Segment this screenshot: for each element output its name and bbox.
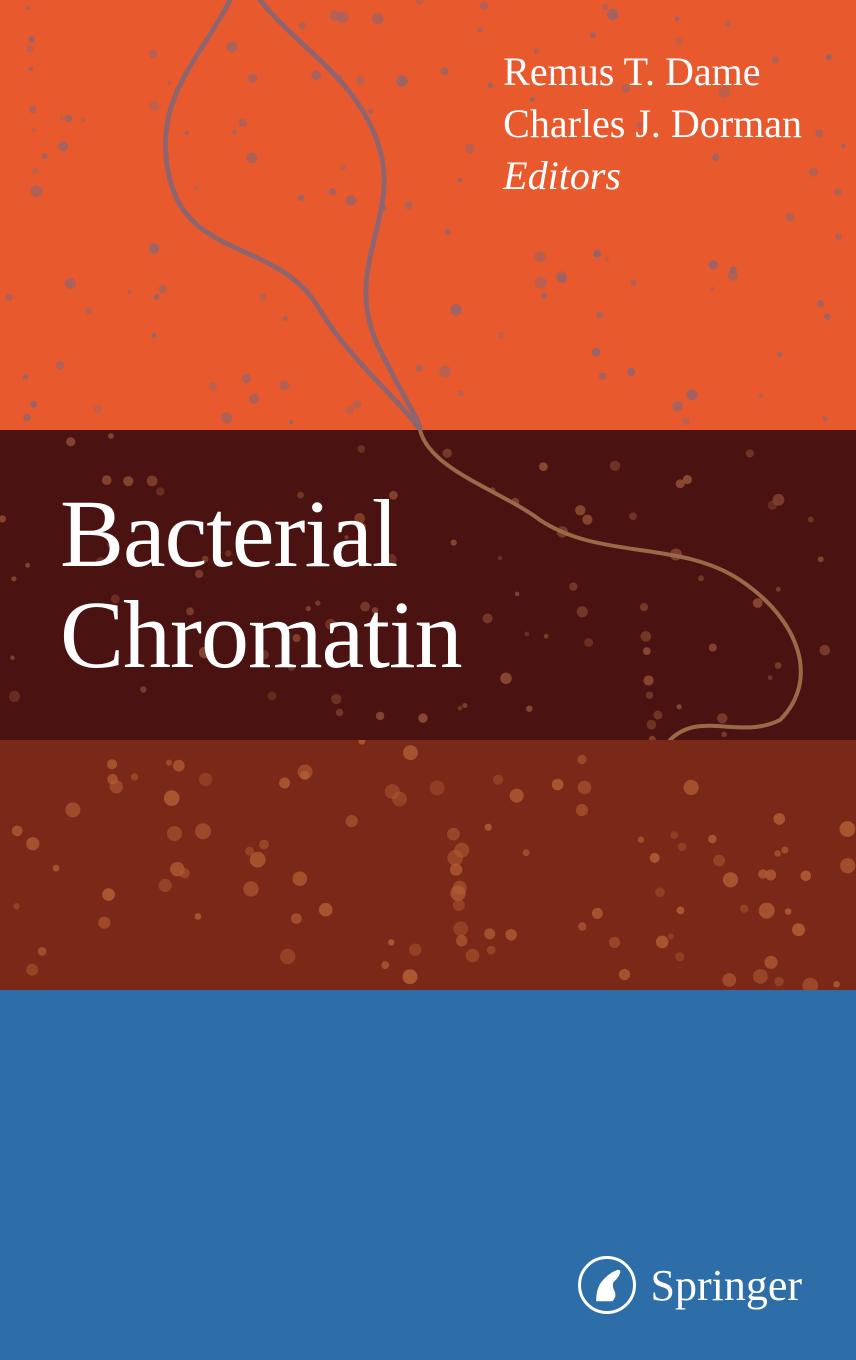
title-line-2: Chromatin [60, 585, 462, 686]
horse-head-icon [578, 1256, 636, 1314]
editors-block: Remus T. Dame Charles J. Dorman Editors [503, 46, 802, 202]
book-cover: Remus T. Dame Charles J. Dorman Editors … [0, 0, 856, 1360]
publisher-block: Springer [578, 1256, 802, 1314]
band-top: Remus T. Dame Charles J. Dorman Editors [0, 0, 856, 430]
editor-2: Charles J. Dorman [503, 98, 802, 150]
band-lower [0, 740, 856, 990]
editor-1: Remus T. Dame [503, 46, 802, 98]
editors-label: Editors [503, 150, 802, 202]
dna-strand-top-2 [260, 0, 420, 430]
band-bottom: Springer [0, 990, 856, 1360]
publisher-name: Springer [650, 1260, 802, 1311]
dna-strand-mid [420, 430, 801, 740]
book-title: Bacterial Chromatin [0, 484, 462, 686]
texture-lower [0, 740, 856, 990]
band-middle: Bacterial Chromatin [0, 430, 856, 740]
title-line-1: Bacterial [60, 484, 462, 585]
